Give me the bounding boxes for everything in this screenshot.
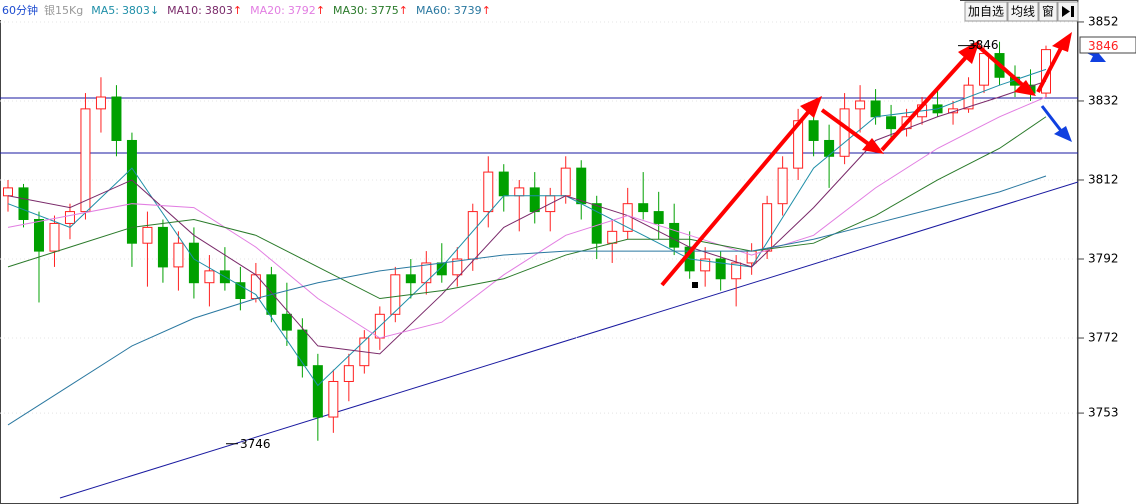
candle-body (855, 100, 866, 110)
candle-body (700, 258, 711, 272)
header-text: 60分钟 银15Kg MA5: 3803↓ MA10: 3803↑ MA20: 3792↑ MA… (2, 3, 491, 17)
y-tick-label: 3772 (1088, 331, 1119, 345)
candle-body (498, 171, 509, 197)
legend-name: MA5: (91, 4, 119, 17)
y-tick-label: 3852 (1088, 14, 1119, 28)
legend-trend: ↑ (316, 4, 325, 17)
y-tick-label: 3792 (1088, 252, 1119, 266)
drawn-trendline (59, 181, 1079, 499)
candle-body (808, 120, 819, 141)
icon[interactable] (1071, 6, 1074, 17)
candle-body (173, 242, 184, 268)
candle-body (126, 139, 137, 244)
candle-body (297, 329, 308, 367)
arrows (660, 32, 1072, 287)
candle-body (49, 222, 60, 252)
candle-body (638, 203, 649, 213)
icon[interactable] (1062, 6, 1070, 17)
candle-body (731, 262, 742, 280)
candle-body (715, 258, 726, 280)
candle-body (653, 211, 664, 224)
candle-body (824, 139, 835, 157)
candle-body (188, 242, 199, 284)
legend-value: 3739 (454, 4, 482, 17)
low-label: 3746 (240, 437, 271, 451)
high-label: 3846 (968, 38, 999, 52)
candle-body (436, 262, 447, 276)
y-tick-label: 3753 (1088, 406, 1119, 420)
candle-body (839, 108, 850, 157)
candle-body (3, 187, 13, 197)
button[interactable] (964, 1, 1008, 22)
candle-body (33, 218, 44, 252)
candle-body (281, 313, 292, 331)
candle-body (312, 365, 323, 418)
ma-line (7, 68, 1047, 387)
candle-body (483, 171, 494, 213)
legend-name: MA30: (333, 4, 368, 17)
ma-line (7, 80, 1047, 355)
period: 60分钟 (2, 3, 38, 17)
candle-body (886, 116, 897, 130)
candle-body (64, 211, 75, 224)
candle-body (669, 222, 680, 248)
candle-body (18, 187, 29, 220)
legend-value: 3803 (205, 4, 233, 17)
candle-body (607, 230, 618, 244)
candle-body (328, 380, 339, 418)
candle-body (452, 258, 463, 276)
candle-body (576, 167, 587, 205)
last-price-box (1079, 36, 1136, 54)
candle-body (111, 96, 122, 141)
legend-value: 3775 (371, 4, 399, 17)
ma-line (7, 96, 1047, 339)
legend-trend: ↑ (233, 4, 242, 17)
candle-body (514, 187, 525, 197)
candle-body (560, 167, 571, 197)
candle-body (529, 187, 540, 213)
candle-body (142, 226, 153, 244)
candle-body (95, 96, 106, 110)
button-label[interactable]: 加自选 (968, 5, 1004, 19)
button[interactable] (1038, 1, 1058, 22)
toolbar: 加自选 均线 窗 (964, 1, 1079, 22)
legend-trend: ↓ (150, 4, 159, 17)
legend-trend: ↑ (482, 4, 491, 17)
trendline-handle (692, 282, 698, 288)
legend-value: 3803 (122, 4, 150, 17)
candle-body (204, 270, 215, 284)
y-tick-label: 3832 (1088, 93, 1119, 107)
candle-body (793, 120, 804, 169)
legend-trend: ↑ (399, 4, 408, 17)
legend-name: MA20: (250, 4, 285, 17)
candle-body (777, 167, 788, 205)
candle-body (979, 53, 990, 86)
button-label[interactable]: 均线 (1011, 5, 1035, 19)
candle-body (405, 274, 416, 284)
symbol: 银15Kg (44, 3, 83, 17)
candle-body (762, 203, 773, 252)
ma-line (7, 175, 1047, 426)
legend-name: MA60: (416, 4, 451, 17)
button[interactable] (1007, 1, 1039, 22)
legend-value: 3792 (288, 4, 316, 17)
ma-line (7, 116, 1047, 300)
candle-body (421, 262, 432, 284)
candle-body (80, 108, 91, 213)
candle-body (390, 274, 401, 315)
candle-body (870, 100, 881, 118)
candle-body (157, 226, 168, 268)
candle-body (343, 365, 354, 382)
candle-body (235, 282, 246, 300)
legend-name: MA10: (167, 4, 202, 17)
y-tick-label: 3812 (1088, 172, 1119, 186)
last-price: 3846 (1088, 39, 1119, 53)
button-label[interactable]: 窗 (1042, 5, 1054, 19)
header: 60分钟 银15Kg MA5: 3803↓ MA10: 3803↑ MA20: 3792↑ MA… (0, 0, 960, 20)
header-bg (0, 0, 960, 20)
candle-body (591, 203, 602, 244)
